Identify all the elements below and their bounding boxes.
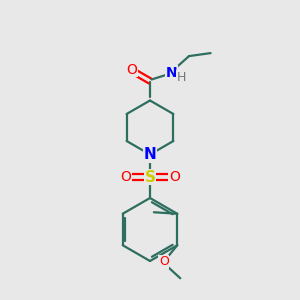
Text: S: S bbox=[145, 169, 155, 184]
Text: H: H bbox=[176, 70, 186, 84]
Text: O: O bbox=[159, 255, 169, 268]
Text: N: N bbox=[144, 147, 156, 162]
Text: O: O bbox=[169, 170, 180, 184]
Text: O: O bbox=[120, 170, 131, 184]
Text: N: N bbox=[144, 147, 156, 162]
Text: N: N bbox=[166, 66, 177, 80]
Text: O: O bbox=[126, 63, 137, 76]
